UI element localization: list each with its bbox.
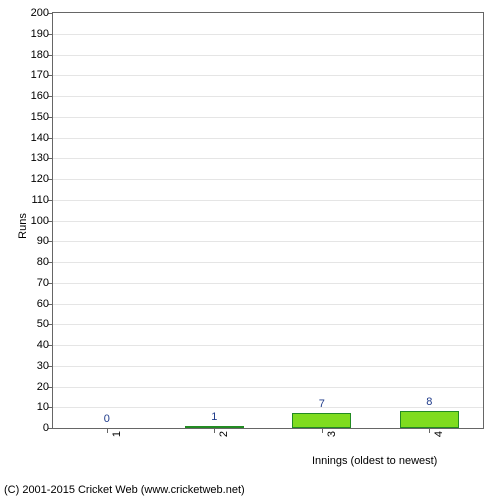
x-tick-mark [107,428,108,433]
chart-container: 0102030405060708090100110120130140150160… [0,0,500,500]
x-tick-label: 4 [433,431,445,437]
y-tick-label: 100 [31,215,53,227]
y-tick-label: 110 [31,194,53,206]
x-tick-label: 3 [326,431,338,437]
bar-value-label: 8 [426,396,432,408]
bar-value-label: 7 [319,398,325,410]
gridline [53,75,483,76]
gridline [53,366,483,367]
gridline [53,241,483,242]
copyright-text: (C) 2001-2015 Cricket Web (www.cricketwe… [4,484,245,496]
y-tick-label: 20 [37,381,53,393]
y-tick-label: 70 [37,277,53,289]
y-tick-label: 140 [31,132,53,144]
bar-value-label: 1 [211,411,217,423]
bar-value-label: 0 [104,413,110,425]
gridline [53,200,483,201]
y-tick-label: 80 [37,256,53,268]
x-tick-mark [322,428,323,433]
y-tick-label: 170 [31,69,53,81]
y-tick-label: 90 [37,235,53,247]
gridline [53,345,483,346]
y-tick-label: 130 [31,152,53,164]
gridline [53,283,483,284]
y-tick-label: 30 [37,360,53,372]
x-tick-label: 2 [218,431,230,437]
y-tick-label: 0 [43,422,53,434]
y-tick-label: 160 [31,90,53,102]
gridline [53,324,483,325]
y-tick-label: 40 [37,339,53,351]
x-tick-label: 1 [111,431,123,437]
bar [292,413,351,428]
gridline [53,179,483,180]
gridline [53,304,483,305]
gridline [53,138,483,139]
y-tick-label: 120 [31,173,53,185]
x-tick-mark [429,428,430,433]
gridline [53,117,483,118]
plot-area: 0102030405060708090100110120130140150160… [52,12,484,429]
y-tick-label: 150 [31,111,53,123]
y-tick-label: 190 [31,28,53,40]
y-tick-label: 180 [31,49,53,61]
gridline [53,158,483,159]
gridline [53,407,483,408]
x-tick-mark [214,428,215,433]
y-tick-label: 200 [31,7,53,19]
gridline [53,55,483,56]
y-tick-label: 10 [37,401,53,413]
x-axis-label: Innings (oldest to newest) [312,455,437,467]
gridline [53,34,483,35]
bar [400,411,459,428]
y-tick-label: 60 [37,298,53,310]
y-axis-label: Runs [17,213,29,239]
y-tick-label: 50 [37,318,53,330]
gridline [53,387,483,388]
gridline [53,221,483,222]
gridline [53,96,483,97]
gridline [53,262,483,263]
